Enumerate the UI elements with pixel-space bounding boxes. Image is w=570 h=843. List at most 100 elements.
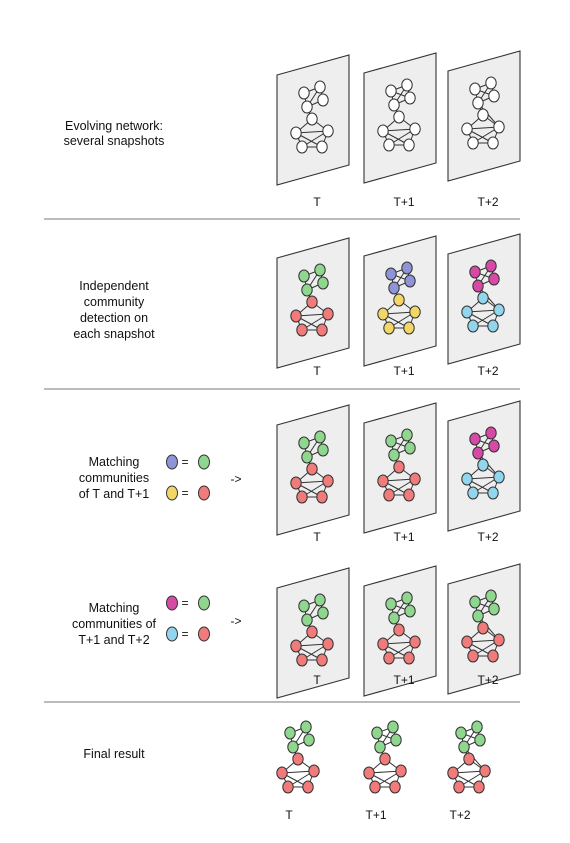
graph-node <box>395 764 407 778</box>
graph-node <box>292 752 304 766</box>
graph-node <box>474 733 486 747</box>
graph-node <box>404 274 416 288</box>
graph-node <box>363 766 375 780</box>
section-label-line: communities <box>79 471 149 485</box>
graph-node <box>461 122 473 136</box>
graph-node <box>493 633 505 647</box>
graph-node <box>469 432 481 446</box>
graph-node <box>487 136 499 150</box>
graph-node <box>493 303 505 317</box>
graph-node <box>477 108 489 122</box>
graph-node <box>485 259 497 273</box>
graph-node <box>409 122 421 136</box>
time-label: T <box>313 195 321 209</box>
graph-node <box>403 138 415 152</box>
network-graph <box>377 428 421 502</box>
graph-node <box>477 458 489 472</box>
network-graph <box>377 78 421 152</box>
graph-node <box>488 602 500 616</box>
graph-node <box>455 726 467 740</box>
time-label: T+1 <box>393 195 414 209</box>
graph-node <box>298 436 310 450</box>
legend-node-to <box>198 595 210 611</box>
graph-node <box>388 611 400 625</box>
graph-node <box>401 78 413 92</box>
graph-node <box>290 126 302 140</box>
graph-node <box>322 637 334 651</box>
time-label: T+2 <box>477 195 498 209</box>
network-graph <box>461 76 505 150</box>
legend-node-from <box>166 595 178 611</box>
graph-node <box>383 488 395 502</box>
graph-node <box>298 86 310 100</box>
graph-node <box>276 766 288 780</box>
graph-node <box>290 309 302 323</box>
graph-node <box>477 291 489 305</box>
graph-node <box>385 84 397 98</box>
graph-node <box>393 110 405 124</box>
graph-node <box>284 726 296 740</box>
graph-node <box>287 740 299 754</box>
network-graph <box>290 593 334 667</box>
section-label-line: communities of <box>72 617 157 631</box>
graph-node <box>403 488 415 502</box>
graph-node <box>316 490 328 504</box>
legend-node-to <box>198 454 210 470</box>
graph-node <box>306 625 318 639</box>
equals-sign: = <box>181 627 188 641</box>
network-graph <box>290 80 334 154</box>
time-label: T <box>313 530 321 544</box>
graph-node <box>296 653 308 667</box>
graph-node <box>290 639 302 653</box>
graph-node <box>458 740 470 754</box>
graph-node <box>316 323 328 337</box>
graph-node <box>296 323 308 337</box>
arrow-text: -> <box>230 614 241 628</box>
graph-node <box>461 472 473 486</box>
time-label: T <box>285 808 293 822</box>
graph-node <box>493 120 505 134</box>
time-label: T+1 <box>393 364 414 378</box>
equals-sign: = <box>181 455 188 469</box>
network-graph <box>290 430 334 504</box>
graph-node <box>487 649 499 663</box>
graph-node <box>404 441 416 455</box>
graph-node <box>322 307 334 321</box>
graph-node <box>369 780 381 794</box>
graph-node <box>301 613 313 627</box>
time-label: T+2 <box>477 530 498 544</box>
graph-node <box>473 780 485 794</box>
graph-node <box>290 476 302 490</box>
graph-node <box>467 319 479 333</box>
legend-node-to <box>198 485 210 501</box>
graph-node <box>401 428 413 442</box>
network-graph <box>377 261 421 335</box>
section-independent: Independent community detection on each sna… <box>73 233 521 378</box>
graph-node <box>390 733 402 747</box>
graph-node <box>308 764 320 778</box>
graph-node <box>479 764 491 778</box>
section-label-line: Independent <box>79 279 149 293</box>
section-label-line: each snapshot <box>73 327 155 341</box>
graph-node <box>296 140 308 154</box>
arrow-text: -> <box>230 472 241 486</box>
graph-node <box>393 293 405 307</box>
section-match1: Matching communities of T and T+1 T T+1 T+2 <box>79 400 521 544</box>
graph-node <box>493 470 505 484</box>
graph-node <box>322 474 334 488</box>
equals-sign: = <box>181 596 188 610</box>
equals-sign: = <box>181 486 188 500</box>
graph-node <box>314 593 326 607</box>
graph-node <box>485 589 497 603</box>
time-label: T+1 <box>393 530 414 544</box>
graph-node <box>303 733 315 747</box>
graph-node <box>301 450 313 464</box>
section-label-line: of T and T+1 <box>79 487 150 501</box>
graph-node <box>485 76 497 90</box>
graph-node <box>298 269 310 283</box>
matching-legend-match2: = = -> <box>166 595 242 642</box>
graph-node <box>385 597 397 611</box>
graph-node <box>388 448 400 462</box>
graph-node <box>488 89 500 103</box>
graph-node <box>316 653 328 667</box>
